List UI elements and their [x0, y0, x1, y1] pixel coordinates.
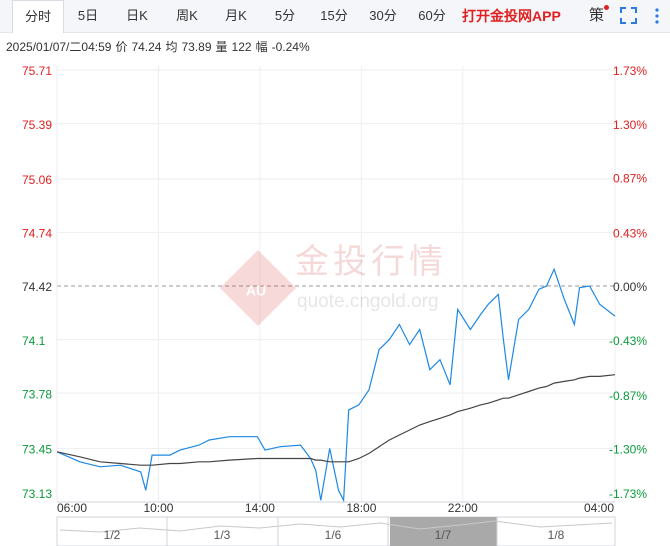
more-icon[interactable]: [653, 7, 661, 25]
watermark-url: quote.cngold.org: [297, 291, 439, 312]
y2-tick-label: -0.87%: [609, 389, 647, 403]
lines: [56, 267, 616, 503]
app-link[interactable]: 打开金投网APP: [462, 8, 561, 24]
y2-tick-label: -1.73%: [609, 487, 647, 501]
y2-tick-label: 1.73%: [613, 64, 647, 78]
info-value: -0.24%: [271, 40, 310, 54]
y-tick-label: 74.74: [22, 227, 52, 241]
y-tick-label: 73.13: [22, 487, 52, 501]
info-label: 价: [115, 40, 128, 54]
info-label: 量: [215, 40, 228, 54]
navigator-date: 1/2: [104, 528, 121, 542]
y-tick-label: 73.78: [22, 387, 52, 401]
tab[interactable]: 分时: [11, 0, 65, 33]
watermark-logo-text: AU: [246, 283, 266, 299]
navigator-date: 1/7: [435, 528, 452, 542]
watermark: AU 金投行情 quote.cngold.org: [220, 243, 447, 326]
navigator-selection[interactable]: [390, 517, 497, 546]
navigator[interactable]: 1/2 1/3 1/6 1/7 1/8: [56, 516, 616, 546]
grid: [56, 66, 616, 503]
watermark-title: 金投行情: [295, 243, 447, 281]
y2-tick-label: 1.30%: [613, 118, 647, 132]
x-tick-label: 22:00: [448, 501, 478, 515]
info-value: 73.89: [181, 40, 212, 54]
strategy-dot: [604, 5, 609, 10]
y-tick-label: 73.45: [22, 443, 52, 457]
tab[interactable]: 日K: [126, 8, 148, 23]
y-tick-label: 75.71: [22, 64, 52, 78]
y2-tick-label: -1.30%: [609, 442, 647, 456]
y2-tick-label: -0.43%: [609, 334, 647, 348]
tab[interactable]: 5日: [77, 8, 99, 23]
watermark-logo: [220, 250, 296, 326]
y-tick-label: 74.42: [22, 280, 52, 294]
x-tick-label: 18:00: [346, 501, 376, 515]
navigator-minichart: [59, 520, 613, 533]
y2-tick-label: 0.43%: [613, 226, 647, 240]
y-tick-label: 75.06: [22, 173, 52, 187]
x-tick-label: 04:00: [584, 501, 614, 515]
navigator-date: 1/6: [325, 528, 342, 542]
fullscreen-icon[interactable]: [620, 7, 637, 24]
tab[interactable]: 周K: [176, 8, 198, 23]
info-value: 74.24: [131, 40, 162, 54]
average-line: [56, 374, 616, 466]
price-line: [56, 267, 616, 503]
navigator-frame: [56, 516, 616, 546]
x-tick-label: 10:00: [143, 501, 173, 515]
y2-tick-label: 0.87%: [613, 172, 647, 186]
tab[interactable]: 30分: [369, 8, 397, 23]
navigator-date: 1/3: [214, 528, 231, 542]
strategy-button[interactable]: 策: [589, 7, 605, 24]
info-datetime: 2025/01/07/二04:59: [6, 40, 112, 54]
tab[interactable]: 15分: [320, 8, 348, 23]
info-line: 2025/01/07/二04:59 价 74.24 均 73.89 量 122 幅 -0.24%: [6, 38, 314, 55]
tab[interactable]: 60分: [418, 8, 446, 23]
info-value: 122: [231, 40, 252, 54]
y-tick-label: 74.1: [22, 334, 46, 348]
y-tick-label: 75.39: [22, 118, 52, 132]
tab-bar: 打开金投网APP 策 分时 5日 日K 周K 月K 5分 15分 30分 60分: [0, 0, 670, 33]
x-tick-label: 14:00: [245, 501, 275, 515]
info-label: 幅: [255, 40, 268, 54]
info-label: 均: [165, 40, 178, 54]
y2-tick-label: 0.00%: [613, 280, 647, 294]
tab[interactable]: 月K: [225, 8, 247, 23]
x-tick-label: 06:00: [57, 501, 87, 515]
navigator-date: 1/8: [548, 528, 565, 542]
tab[interactable]: 5分: [274, 8, 296, 23]
